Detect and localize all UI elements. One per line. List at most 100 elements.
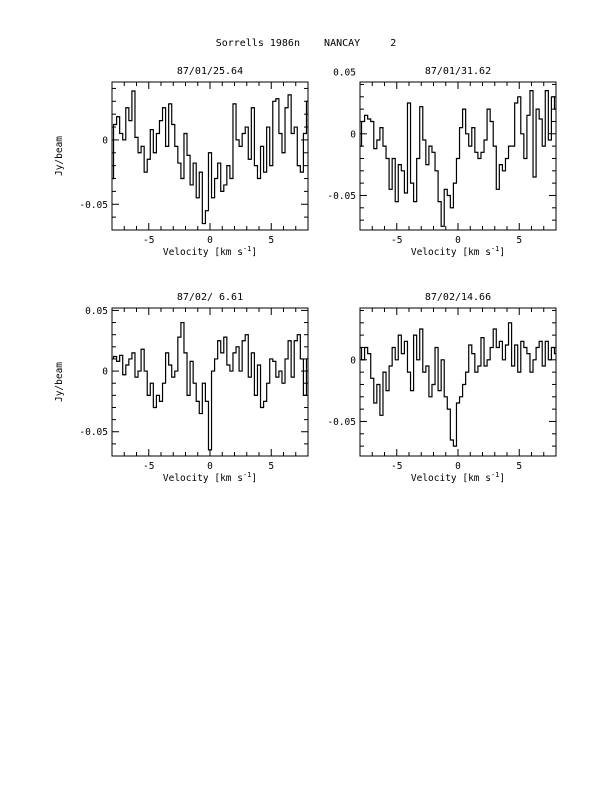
data-point: [120, 132, 122, 135]
data-point: [114, 123, 116, 126]
data-point: [512, 365, 514, 367]
data-point: [264, 400, 266, 403]
data-point: [521, 133, 523, 135]
data-point: [393, 157, 395, 160]
data-point: [304, 132, 306, 135]
data-point: [362, 120, 364, 123]
data-point: [197, 400, 199, 403]
data-point: [423, 371, 425, 373]
data-point: [481, 151, 484, 153]
data-point: [549, 139, 551, 141]
data-point: [411, 390, 413, 392]
data-point: [221, 352, 223, 354]
data-point: [298, 165, 300, 167]
x-axis-label: Velocity [km s-1]: [411, 471, 505, 484]
data-point: [491, 346, 493, 349]
data-point: [503, 170, 505, 172]
data-point: [497, 346, 499, 349]
data-point: [289, 94, 291, 96]
data-point: [509, 322, 511, 324]
data-point: [236, 139, 239, 141]
data-point: [463, 383, 465, 386]
x-tick-label: -5: [391, 461, 402, 472]
data-point: [426, 164, 428, 166]
y-tick-label: 0: [102, 367, 108, 378]
data-point: [166, 145, 168, 147]
data-point: [181, 177, 184, 180]
data-point: [552, 346, 554, 349]
x-axis-label: Velocity [km s-1]: [163, 245, 257, 258]
data-point: [212, 197, 214, 199]
data-point: [503, 359, 505, 361]
data-point: [203, 382, 205, 384]
data-point: [191, 360, 193, 362]
data-point: [172, 376, 174, 378]
data-point: [500, 340, 502, 342]
data-point: [463, 108, 465, 110]
data-point: [442, 225, 444, 227]
data-point: [509, 145, 511, 147]
data-point: [203, 222, 205, 225]
chart-title: 87/02/ 6.61: [177, 292, 243, 303]
data-point: [533, 359, 536, 361]
data-point: [218, 340, 220, 342]
data-point: [301, 358, 303, 360]
data-point: [426, 365, 428, 367]
data-point: [411, 182, 413, 184]
data-point: [148, 394, 150, 396]
data-point: [279, 370, 282, 372]
data-point: [252, 107, 254, 109]
data-point: [365, 346, 367, 349]
data-point: [518, 371, 520, 373]
data-point: [246, 126, 248, 128]
data-point: [243, 132, 245, 135]
data-point: [500, 164, 502, 166]
data-point: [285, 107, 288, 109]
data-point: [227, 364, 229, 366]
data-point: [429, 145, 432, 147]
data-point: [527, 114, 530, 116]
x-tick-label: 5: [268, 461, 274, 472]
data-point: [414, 201, 416, 203]
data-point: [540, 340, 542, 342]
y-tick-label: -0.05: [79, 427, 108, 438]
data-point: [221, 190, 223, 192]
data-point: [261, 406, 263, 409]
data-point: [215, 177, 217, 180]
data-point: [552, 96, 554, 98]
data-point: [472, 127, 474, 129]
data-point: [543, 365, 545, 367]
data-point: [200, 171, 202, 173]
data-point: [142, 348, 144, 350]
spectrum-chart-1: 87/01/25.64 -5 0 5 0 -0.05 Velocity [km s-1] Jy…: [54, 66, 309, 258]
data-point: [218, 162, 220, 164]
data-point: [374, 148, 376, 150]
x-tick-label: 0: [455, 461, 461, 472]
data-point: [151, 129, 153, 131]
data-point: [240, 370, 242, 372]
data-point: [307, 358, 308, 360]
data-point: [224, 336, 226, 338]
data-point: [212, 370, 214, 372]
data-point: [494, 328, 496, 330]
data-point: [126, 107, 128, 109]
data-point: [360, 346, 361, 349]
data-point: [295, 340, 297, 342]
chart-title: 87/01/31.62: [425, 66, 491, 77]
data-point: [420, 106, 422, 108]
data-point: [249, 158, 251, 160]
data-point: [246, 334, 248, 336]
data-point: [466, 133, 468, 135]
plot-frame: [111, 307, 309, 457]
data-point: [448, 408, 450, 410]
data-point: [457, 157, 459, 160]
x-tick-label: 5: [516, 235, 522, 246]
data-point: [371, 120, 373, 123]
y-tick-label: -0.05: [79, 200, 108, 211]
data-point: [423, 139, 425, 141]
data-point: [518, 96, 520, 98]
data-point: [484, 365, 487, 367]
data-point: [112, 177, 113, 180]
data-point: [285, 358, 288, 360]
data-point: [194, 382, 196, 384]
